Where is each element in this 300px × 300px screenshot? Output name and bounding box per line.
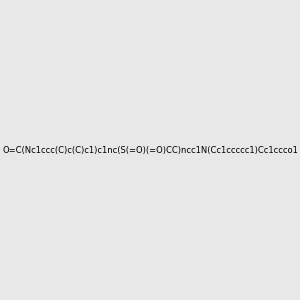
Text: O=C(Nc1ccc(C)c(C)c1)c1nc(S(=O)(=O)CC)ncc1N(Cc1ccccc1)Cc1ccco1: O=C(Nc1ccc(C)c(C)c1)c1nc(S(=O)(=O)CC)ncc… [2,146,298,154]
